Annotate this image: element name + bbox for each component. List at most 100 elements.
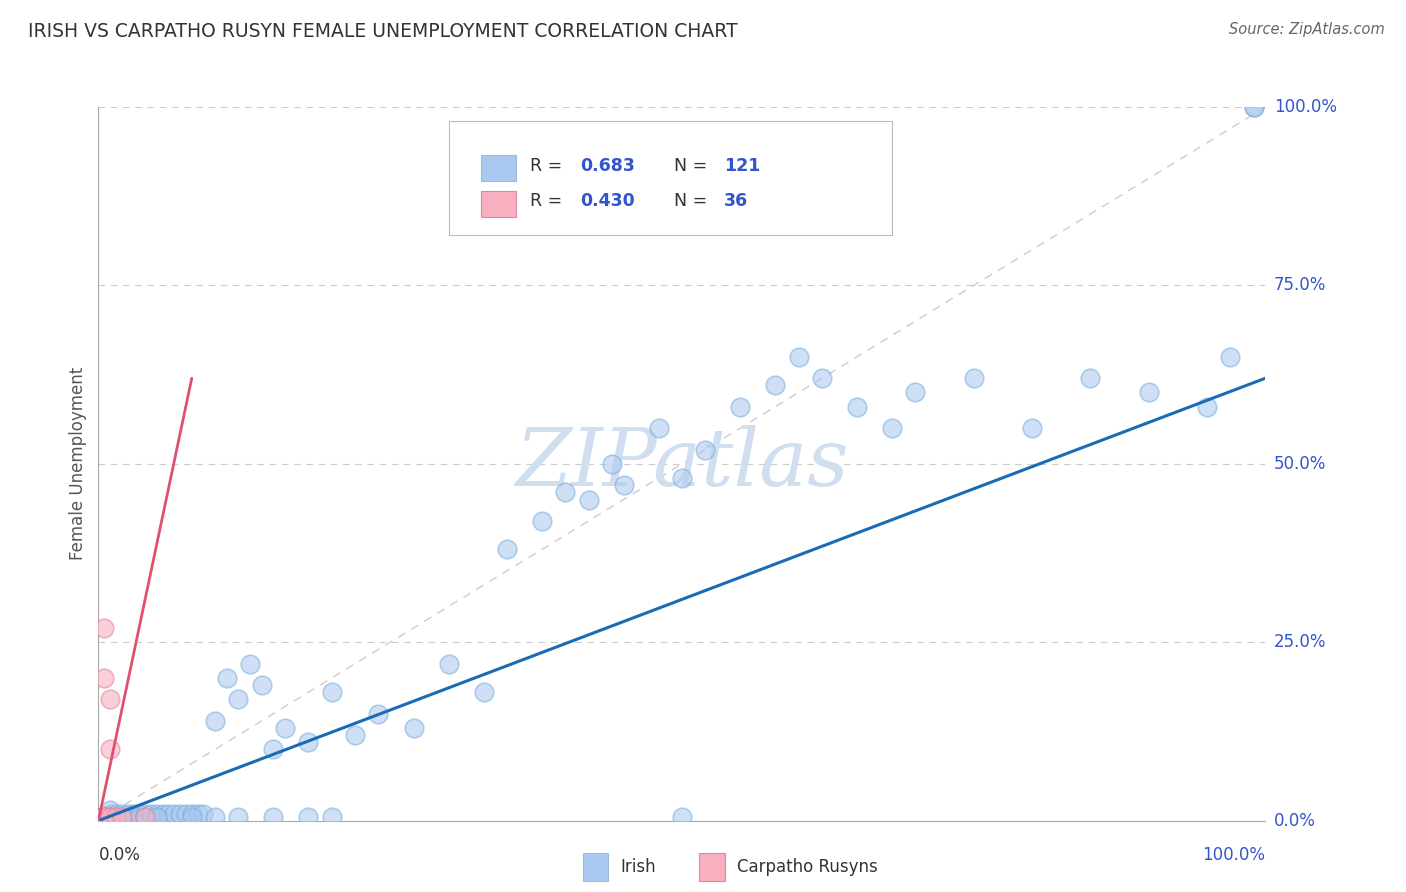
Point <box>93 810 115 824</box>
Point <box>93 810 115 824</box>
Point <box>93 810 115 824</box>
Point <box>93 810 115 824</box>
Point <box>93 810 115 824</box>
Point <box>962 371 984 385</box>
Point <box>93 810 115 824</box>
Point <box>93 810 115 824</box>
Text: ZIPatlas: ZIPatlas <box>515 425 849 502</box>
Point <box>93 810 115 824</box>
Point <box>169 806 191 821</box>
Point <box>93 810 115 824</box>
Point <box>93 810 115 824</box>
Point <box>228 810 250 824</box>
Point <box>554 485 576 500</box>
Text: 100.0%: 100.0% <box>1202 846 1265 863</box>
Point <box>134 810 156 824</box>
Point <box>104 810 127 824</box>
Point <box>811 371 834 385</box>
Point <box>117 806 139 821</box>
Text: 121: 121 <box>724 157 761 175</box>
Point <box>93 810 115 824</box>
Point <box>530 514 553 528</box>
Point <box>93 810 115 824</box>
Point <box>93 810 115 824</box>
Point <box>612 478 634 492</box>
Point <box>93 810 115 824</box>
Point <box>93 810 115 824</box>
Point <box>93 810 115 824</box>
Point <box>730 400 752 414</box>
Point <box>93 810 115 824</box>
FancyBboxPatch shape <box>449 121 891 235</box>
Point <box>93 810 115 824</box>
Text: 0.430: 0.430 <box>581 193 636 211</box>
Point <box>250 678 273 692</box>
Point <box>344 728 367 742</box>
Point <box>180 810 202 824</box>
Point <box>117 810 139 824</box>
Point <box>139 806 162 821</box>
Point <box>297 810 319 824</box>
Point <box>146 810 169 824</box>
Point <box>93 810 115 824</box>
Point <box>262 742 284 756</box>
Point <box>93 810 115 824</box>
Point <box>93 810 115 824</box>
Point <box>671 471 693 485</box>
Point <box>128 806 150 821</box>
Point <box>93 810 115 824</box>
Point <box>93 810 115 824</box>
Point <box>93 810 115 824</box>
Text: 75.0%: 75.0% <box>1274 277 1326 294</box>
Point <box>93 810 115 824</box>
Point <box>93 810 115 824</box>
Point <box>93 810 115 824</box>
Point <box>93 810 115 824</box>
Point <box>228 692 250 706</box>
Point <box>367 706 389 721</box>
Point <box>93 810 115 824</box>
Point <box>93 621 115 635</box>
Point <box>787 350 810 364</box>
Point <box>93 810 115 824</box>
Point <box>845 400 868 414</box>
Point <box>93 810 115 824</box>
Point <box>93 810 115 824</box>
Point <box>695 442 717 457</box>
Point <box>98 742 121 756</box>
Text: N =: N = <box>673 193 713 211</box>
Point <box>1243 100 1265 114</box>
Bar <box>481 155 516 181</box>
Point <box>93 810 115 824</box>
Point <box>193 806 215 821</box>
Point <box>93 810 115 824</box>
Point <box>321 685 343 699</box>
Text: 0.0%: 0.0% <box>1274 812 1316 830</box>
Text: Irish: Irish <box>620 858 655 876</box>
Point <box>93 810 115 824</box>
Point <box>180 806 202 821</box>
Text: 36: 36 <box>724 193 748 211</box>
Point <box>671 810 693 824</box>
Point <box>134 806 156 821</box>
Point <box>93 810 115 824</box>
Text: Source: ZipAtlas.com: Source: ZipAtlas.com <box>1229 22 1385 37</box>
Point <box>402 721 425 735</box>
Text: 100.0%: 100.0% <box>1274 98 1337 116</box>
Text: R =: R = <box>530 193 568 211</box>
Point <box>152 806 174 821</box>
Text: 0.683: 0.683 <box>581 157 636 175</box>
Bar <box>481 191 516 217</box>
Point <box>93 810 115 824</box>
Point <box>93 810 115 824</box>
Point <box>578 492 600 507</box>
Point <box>93 671 115 685</box>
Point <box>111 810 134 824</box>
Point <box>98 806 121 821</box>
Point <box>93 810 115 824</box>
Point <box>437 657 460 671</box>
Point <box>600 457 623 471</box>
Point <box>239 657 262 671</box>
Point <box>93 810 115 824</box>
Point <box>146 806 169 821</box>
